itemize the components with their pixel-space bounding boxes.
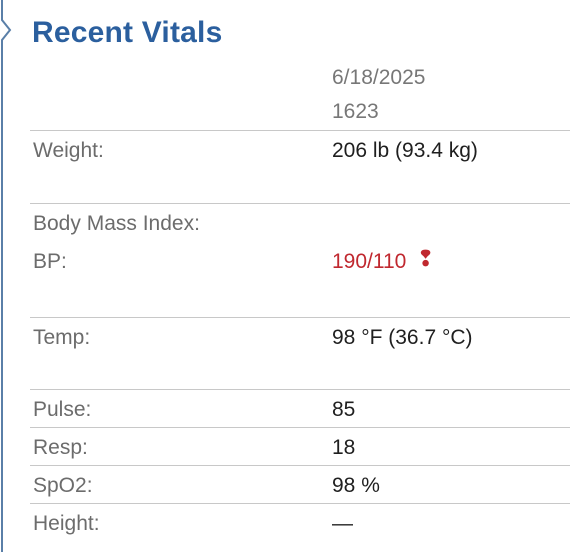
vital-label: Resp: — [33, 436, 88, 459]
vitals-row-bp: BP: 190/110 ❢ — [30, 241, 570, 317]
panel-edge-notch — [0, 0, 12, 552]
vitals-row-resp: Resp: 18 — [30, 427, 570, 464]
exclamation-icon: ❢ — [416, 246, 435, 271]
vital-value-abnormal: 190/110 ❢ — [332, 246, 435, 274]
vitals-row-height: Height: — — [30, 503, 570, 552]
vital-label: Pulse: — [33, 398, 92, 421]
vital-value: 85 — [332, 398, 356, 421]
vital-value: — — [332, 512, 353, 535]
column-header-date: 6/18/2025 — [332, 66, 426, 89]
vitals-row-pulse: Pulse: 85 — [30, 389, 570, 426]
vital-value: 18 — [332, 436, 356, 459]
vitals-row-temp: Temp: 98 °F (36.7 °C) — [30, 317, 570, 388]
vital-value: 98 % — [332, 474, 380, 497]
vitals-row-weight: Weight: 206 lb (93.4 kg) — [30, 130, 570, 203]
vital-label: BP: — [33, 250, 67, 273]
vital-value: 98 °F (36.7 °C) — [332, 326, 473, 349]
vital-label: Temp: — [33, 326, 91, 349]
vitals-row-spo2: SpO2: 98 % — [30, 465, 570, 502]
vital-label: Height: — [33, 512, 100, 535]
panel-title: Recent Vitals — [32, 16, 223, 49]
vital-value: 206 lb (93.4 kg) — [332, 139, 478, 162]
vital-label: SpO2: — [33, 474, 93, 497]
vital-label: Weight: — [33, 139, 104, 162]
vitals-row-bmi: Body Mass Index: — [30, 203, 570, 240]
vital-label: Body Mass Index: — [33, 212, 200, 235]
column-header-time: 1623 — [332, 100, 379, 123]
bp-value-text: 190/110 — [332, 250, 407, 273]
